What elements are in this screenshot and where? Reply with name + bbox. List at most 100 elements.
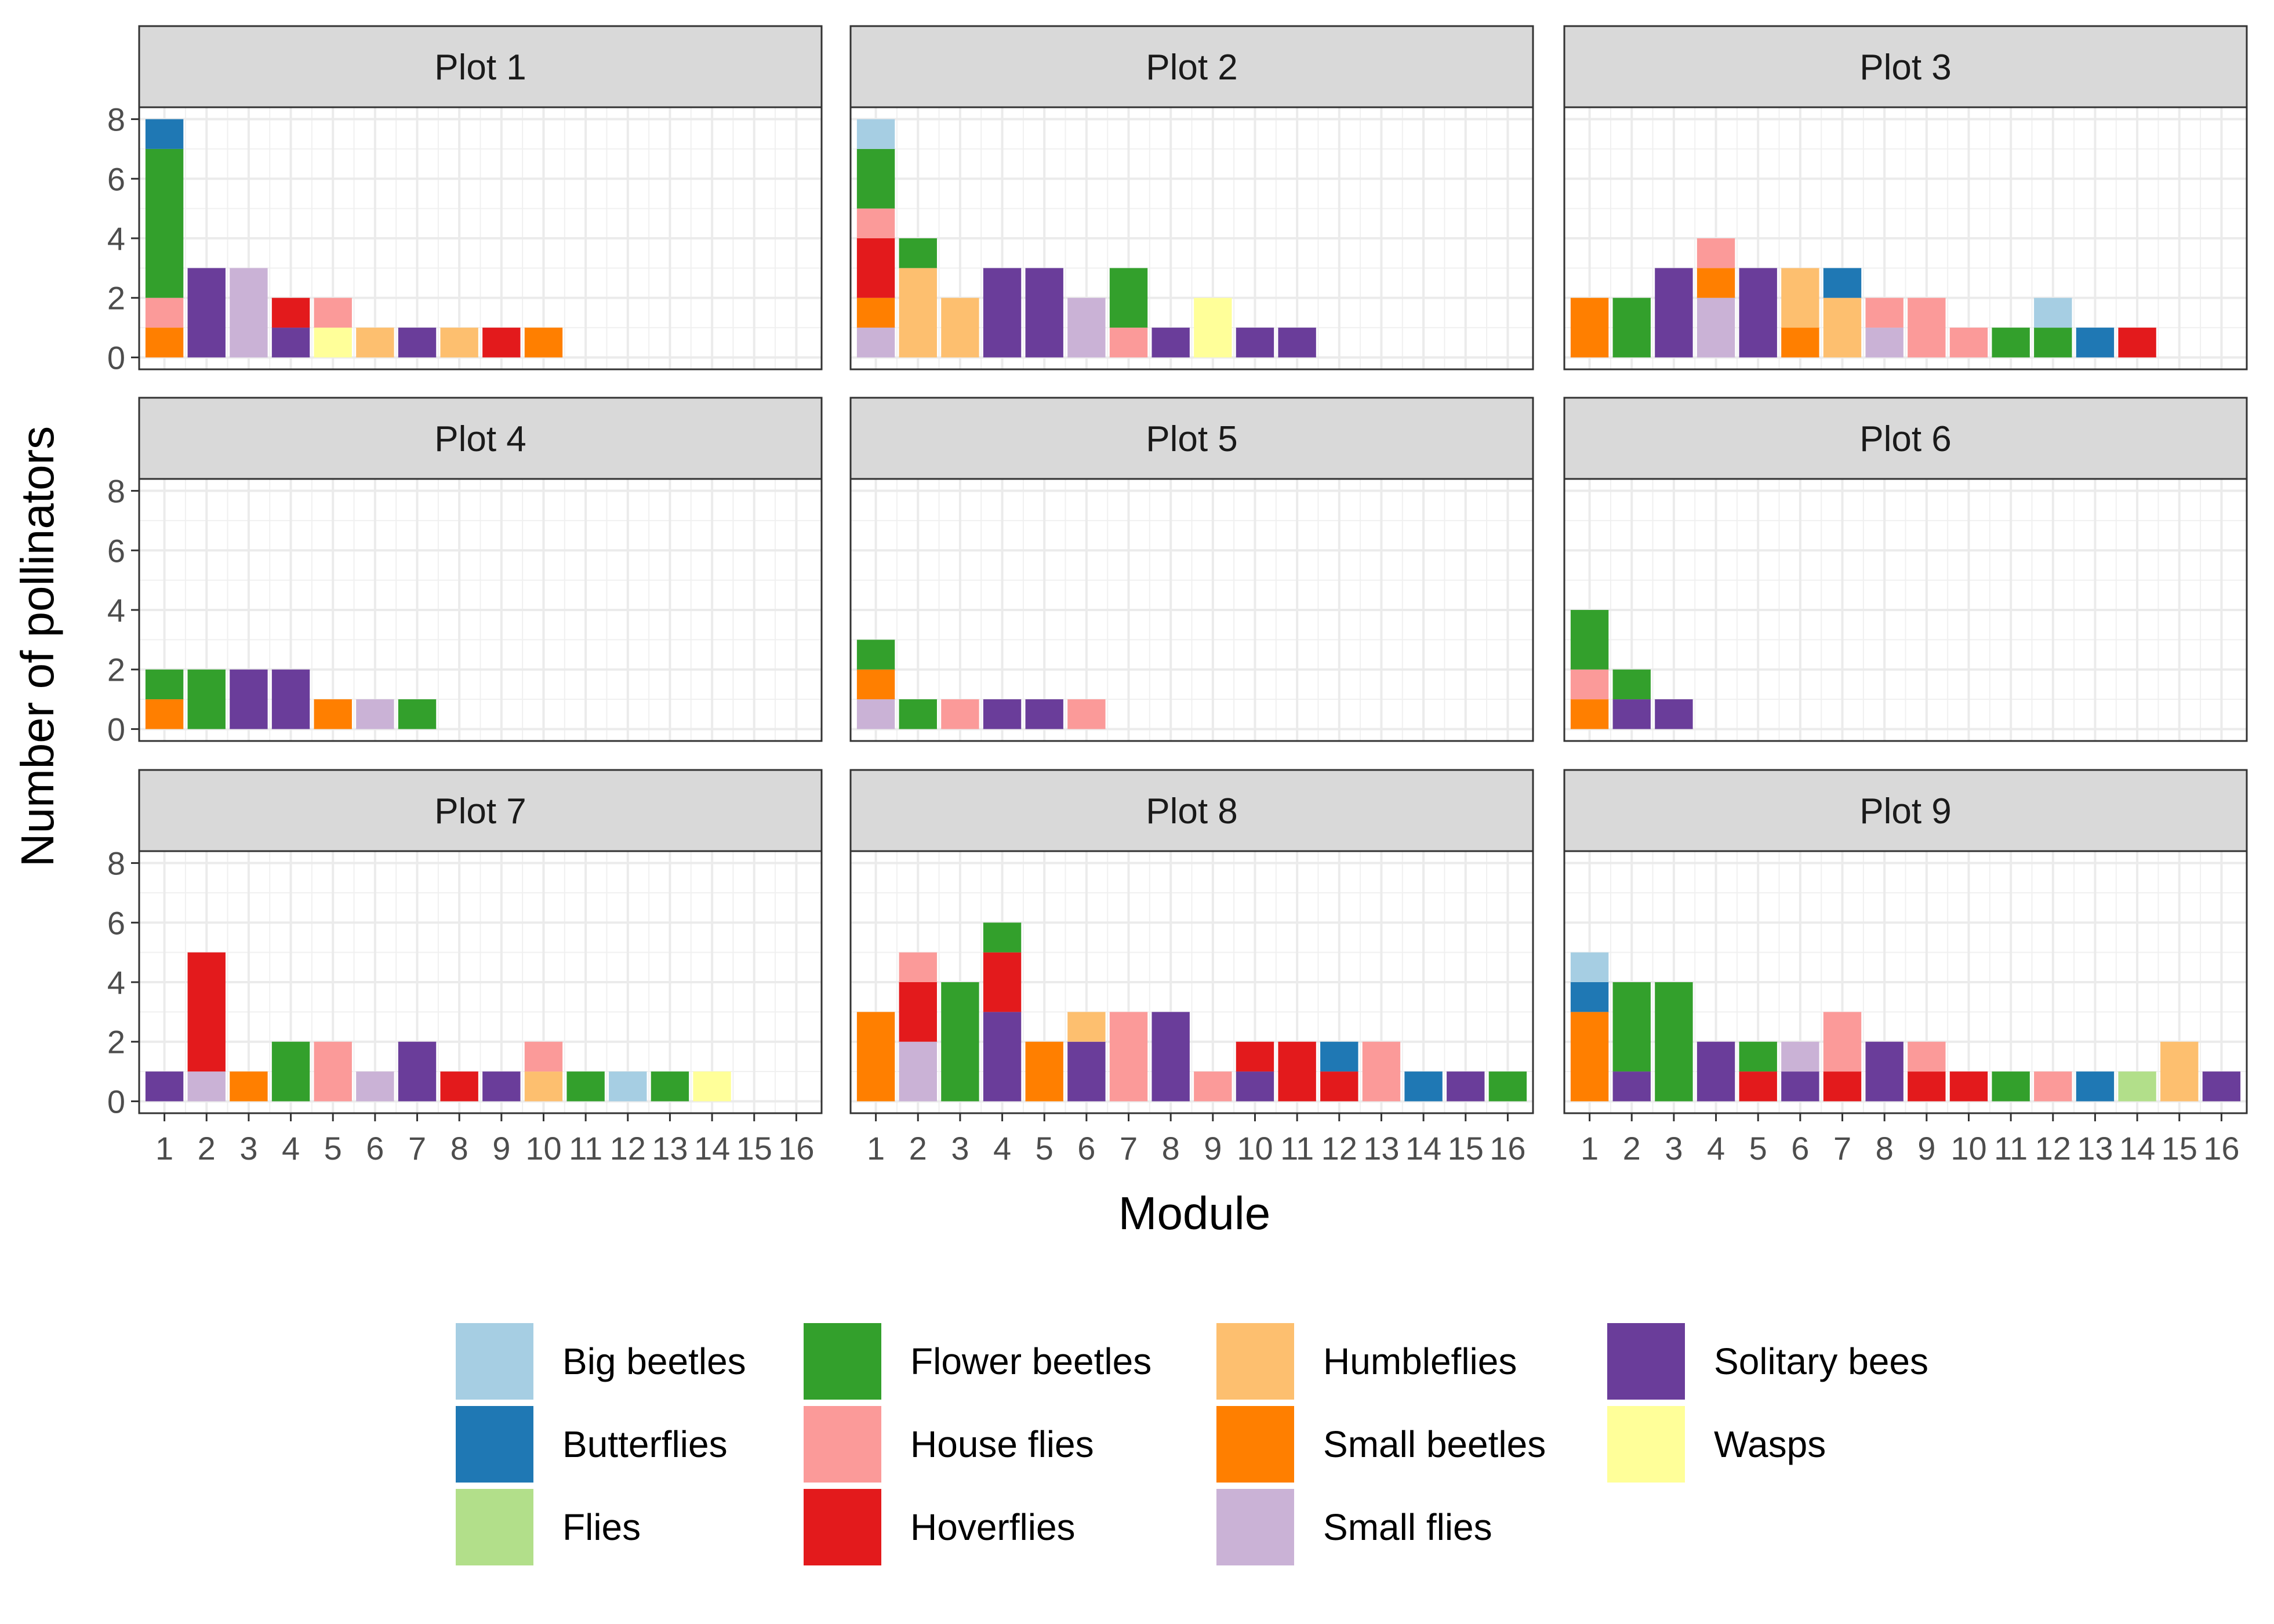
y-tick-label: 6 [107,161,125,197]
bar-segment-plot-3-module-5-solitary-bees [1739,268,1777,358]
bar-segment-plot-3-module-12-flower-beetles [2034,328,2072,358]
bar-segment-plot-7-module-1-solitary-bees [145,1071,184,1102]
legend-label-solitary-bees: Solitary bees [1714,1340,1928,1382]
bar-segment-plot-7-module-3-small-beetles [230,1071,268,1102]
legend-swatch-house-flies [804,1406,881,1483]
bar-segment-plot-7-module-7-solitary-bees [398,1041,437,1102]
bar-segment-plot-2-module-1-big-beetles [856,119,895,149]
facet-strip-plot-7 [138,769,823,852]
bar-segment-plot-3-module-8-small-flies [1865,328,1904,358]
y-tick-label: 4 [107,964,125,1001]
facet-title-plot-8: Plot 8 [1146,791,1238,831]
bar-segment-plot-8-module-10-hoverflies [1236,1041,1274,1072]
legend-label-butterflies: Butterflies [562,1423,728,1465]
x-tick-label: 1 [155,1130,173,1167]
bar-segment-plot-2-module-8-solitary-bees [1151,328,1190,358]
bar-segment-plot-2-module-10-solitary-bees [1236,328,1274,358]
bar-segment-plot-2-module-5-solitary-bees [1025,268,1063,358]
bar-segment-plot-7-module-2-small-flies [187,1071,226,1102]
bar-segment-plot-2-module-3-humbleflies [941,297,979,358]
bar-segment-plot-2-module-2-flower-beetles [899,238,937,268]
facet-plot-5: Plot 5 [849,397,1534,742]
legend-label-flies: Flies [562,1506,641,1548]
bar-segment-plot-3-module-9-house-flies [1908,297,1946,358]
bar-segment-plot-9-module-1-butterflies [1570,982,1609,1012]
x-tick-label: 6 [366,1130,384,1167]
bar-segment-plot-9-module-1-big-beetles [1570,952,1609,982]
bar-segment-plot-8-module-8-solitary-bees [1151,1012,1190,1102]
bar-segment-plot-1-module-3-small-flies [230,268,268,358]
legend-item-humbleflies: Humbleflies [1216,1323,1517,1400]
y-tick-label: 2 [107,1024,125,1060]
legend-swatch-small-flies [1216,1489,1294,1565]
bar-segment-plot-9-module-5-hoverflies [1739,1071,1777,1102]
bar-segment-plot-8-module-13-house-flies [1362,1041,1401,1102]
bar-segment-plot-3-module-3-solitary-bees [1655,268,1693,358]
bar-segment-plot-9-module-5-flower-beetles [1739,1041,1777,1072]
bar-segment-plot-3-module-6-humbleflies [1781,268,1819,328]
bar-segment-plot-2-module-9-wasps [1194,297,1232,358]
bar-segment-plot-1-module-6-humbleflies [356,328,394,358]
x-tick-label: 15 [736,1130,772,1167]
bar-segment-plot-7-module-12-big-beetles [609,1071,647,1102]
legend-label-hoverflies: Hoverflies [910,1506,1076,1548]
bar-segment-plot-7-module-10-humbleflies [524,1071,563,1102]
bar-segment-plot-3-module-14-hoverflies [2118,328,2156,358]
x-tick-label: 11 [1280,1130,1314,1167]
x-tick-label: 4 [993,1130,1011,1167]
legend-swatch-wasps [1607,1406,1685,1483]
x-tick-label: 6 [1077,1130,1095,1167]
x-tick-label: 14 [694,1130,730,1167]
bar-segment-plot-5-module-5-solitary-bees [1025,699,1063,729]
legend-label-small-beetles: Small beetles [1323,1423,1546,1465]
bar-segment-plot-3-module-7-humbleflies [1823,297,1862,358]
panel-border-plot-6 [1563,478,2248,742]
bar-segment-plot-1-module-9-hoverflies [482,328,521,358]
panel-border-plot-8 [849,850,1534,1114]
facet-strip-plot-6 [1563,397,2248,480]
bar-segment-plot-4-module-7-flower-beetles [398,699,437,729]
facet-title-plot-6: Plot 6 [1859,419,1952,459]
bar-segment-plot-9-module-9-house-flies [1908,1041,1946,1072]
bar-segment-plot-8-module-2-hoverflies [899,982,937,1042]
bar-segment-plot-7-module-5-house-flies [314,1041,352,1102]
panel-border-plot-2 [849,106,1534,370]
panel-border-plot-9 [1563,850,2248,1114]
facet-title-plot-9: Plot 9 [1859,791,1952,831]
x-tick-label: 13 [2077,1130,2113,1167]
bar-segment-plot-8-module-2-small-flies [899,1041,937,1102]
x-tick-label: 15 [1448,1130,1484,1167]
x-tick-label: 5 [324,1130,342,1167]
bar-segment-plot-8-module-6-humbleflies [1067,1012,1106,1042]
x-tick-label: 12 [1321,1130,1357,1167]
x-tick-label: 8 [451,1130,468,1167]
y-tick-label: 8 [107,473,125,510]
bar-segment-plot-9-module-7-hoverflies [1823,1071,1862,1102]
facet-strip-plot-9 [1563,769,2248,852]
bar-segment-plot-5-module-1-flower-beetles [856,640,895,670]
bar-segment-plot-9-module-6-solitary-bees [1781,1071,1819,1102]
x-tick-label: 9 [1204,1130,1222,1167]
legend-label-big-beetles: Big beetles [562,1340,746,1382]
bar-segment-plot-5-module-1-small-flies [856,699,895,729]
bar-segment-plot-6-module-2-solitary-bees [1612,699,1651,729]
bar-segment-plot-3-module-4-small-beetles [1697,268,1735,298]
bar-segment-plot-5-module-2-flower-beetles [899,699,937,729]
facet-strip-plot-5 [849,397,1534,480]
bar-segment-plot-3-module-10-house-flies [1949,328,1988,358]
bar-segment-plot-8-module-7-house-flies [1109,1012,1148,1102]
bar-segment-plot-9-module-8-solitary-bees [1865,1041,1904,1102]
bar-segment-plot-8-module-3-flower-beetles [941,982,979,1102]
bar-segment-plot-2-module-1-hoverflies [856,238,895,298]
panel-border-plot-3 [1563,106,2248,370]
bar-segment-plot-1-module-10-small-beetles [524,328,563,358]
legend-label-humbleflies: Humbleflies [1323,1340,1517,1382]
legend-swatch-flies [456,1489,533,1565]
bar-segment-plot-2-module-1-flower-beetles [856,148,895,209]
bar-segment-plot-6-module-3-solitary-bees [1655,699,1693,729]
x-tick-label: 4 [1707,1130,1725,1167]
facet-title-plot-7: Plot 7 [434,791,526,831]
panel-border-plot-5 [849,478,1534,742]
legend-swatch-flower-beetles [804,1323,881,1400]
x-tick-label: 11 [1994,1130,2028,1167]
